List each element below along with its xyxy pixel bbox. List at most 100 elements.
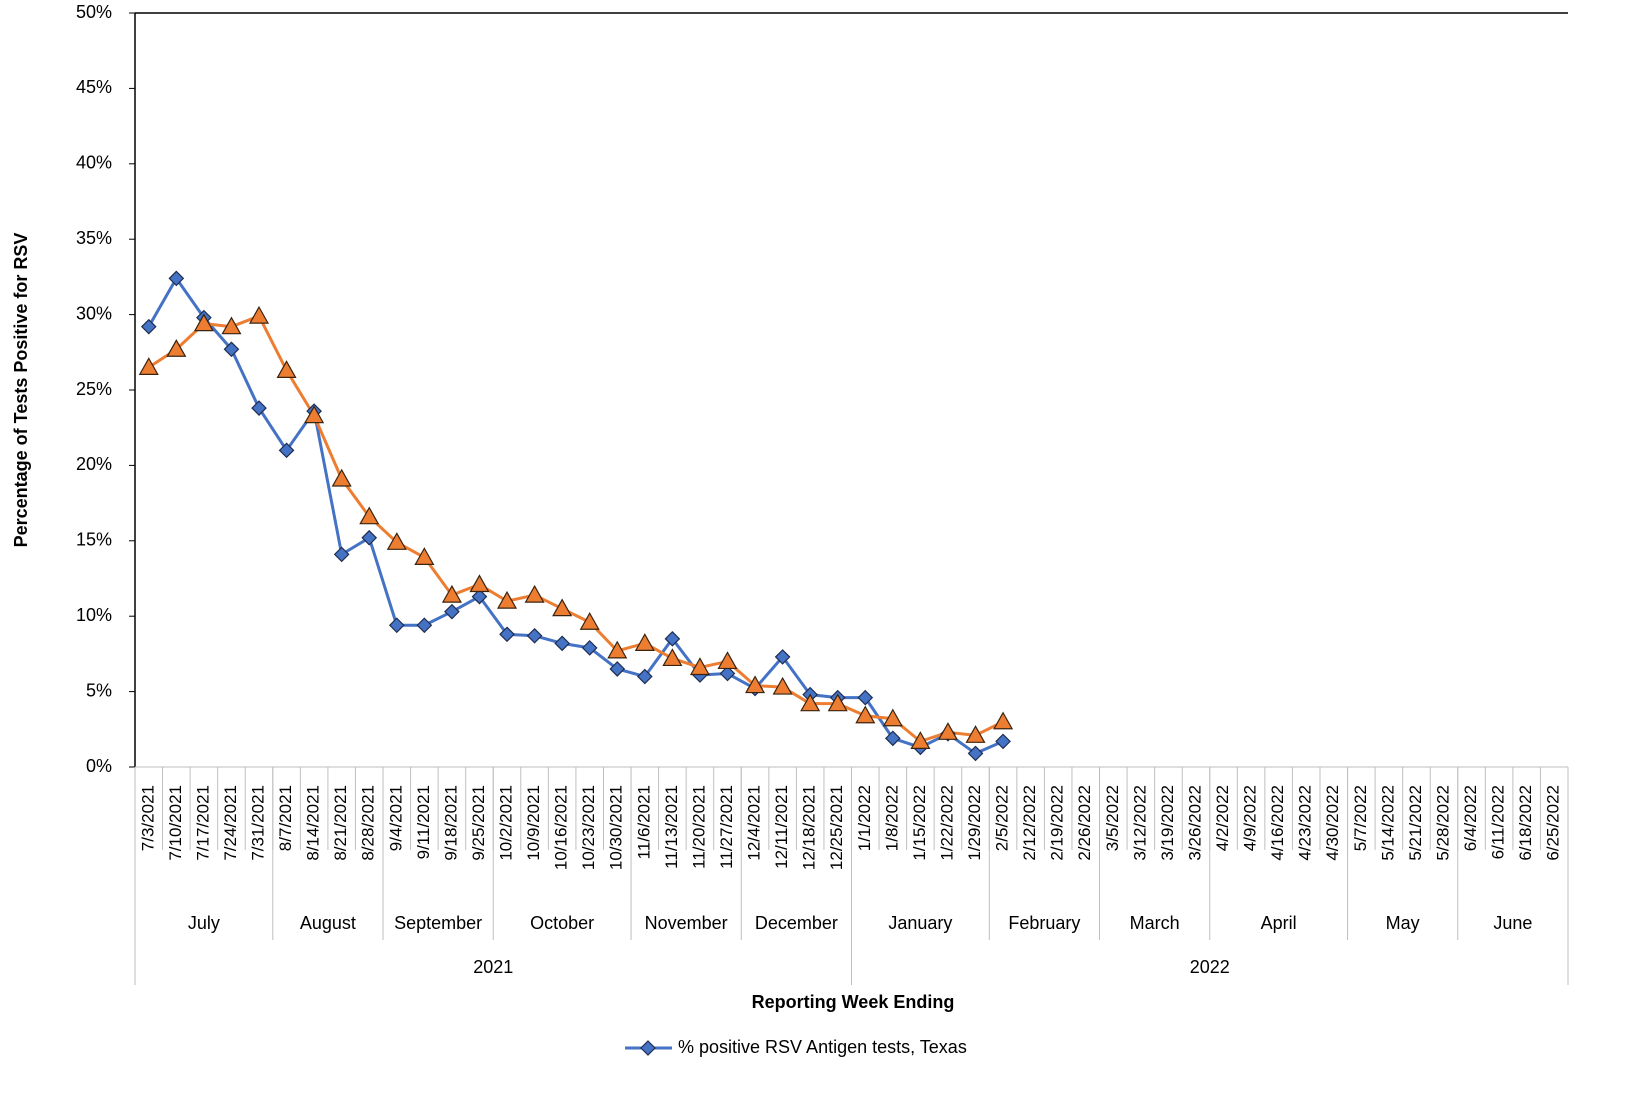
- y-tick-label: 40%: [76, 153, 112, 173]
- data-point: [471, 588, 488, 605]
- x-tick-label: 12/4/2021: [745, 785, 764, 861]
- data-point: [827, 693, 848, 712]
- year-label: 2021: [473, 957, 513, 977]
- x-tick-label: 11/20/2021: [689, 785, 708, 869]
- data-point: [717, 651, 738, 670]
- x-tick-label: 9/18/2021: [441, 785, 460, 861]
- x-axis-title: Reporting Week Ending: [752, 992, 955, 1012]
- data-point: [251, 400, 267, 416]
- data-point: [414, 547, 435, 565]
- data-point: [138, 357, 159, 375]
- x-tick-label: 10/16/2021: [552, 785, 571, 870]
- month-label: November: [645, 913, 728, 933]
- x-tick-label: 8/14/2021: [304, 785, 323, 861]
- data-point: [774, 649, 791, 665]
- year-label: 2022: [1190, 957, 1230, 977]
- data-point: [386, 532, 407, 550]
- data-point: [719, 665, 736, 682]
- data-point: [444, 603, 460, 620]
- data-point: [333, 546, 350, 563]
- data-point: [965, 725, 986, 743]
- data-point: [609, 661, 626, 677]
- data-point: [995, 733, 1011, 750]
- x-tick-label: 3/12/2022: [1130, 785, 1149, 861]
- month-label: May: [1386, 913, 1420, 933]
- y-tick-label: 30%: [76, 303, 112, 323]
- data-point: [579, 612, 600, 630]
- month-label: December: [755, 913, 838, 933]
- x-tick-label: 11/13/2021: [662, 785, 681, 869]
- data-point: [193, 313, 214, 332]
- month-label: April: [1261, 913, 1297, 933]
- x-tick-label: 7/3/2021: [138, 785, 157, 851]
- data-point: [278, 442, 295, 459]
- data-point: [331, 468, 352, 487]
- data-point: [168, 270, 185, 287]
- x-tick-label: 7/17/2021: [193, 785, 212, 861]
- month-label: August: [300, 913, 356, 933]
- y-tick-label: 0%: [86, 756, 112, 776]
- data-point: [636, 668, 653, 685]
- data-point: [276, 360, 297, 378]
- month-label: July: [188, 913, 220, 933]
- x-tick-label: 7/10/2021: [166, 785, 185, 861]
- x-tick-label: 12/25/2021: [827, 785, 846, 870]
- y-axis-title: Percentage of Tests Positive for RSV: [11, 233, 31, 548]
- x-tick-label: 3/5/2022: [1103, 785, 1122, 851]
- x-tick-label: 10/30/2021: [607, 785, 626, 870]
- y-tick-label: 35%: [76, 228, 112, 248]
- x-tick-label: 10/2/2021: [497, 785, 516, 861]
- y-tick-label: 50%: [76, 2, 112, 22]
- x-tick-label: 7/24/2021: [221, 785, 240, 861]
- data-point: [967, 745, 984, 762]
- data-point: [166, 339, 187, 357]
- data-point: [469, 574, 490, 593]
- x-tick-label: 6/18/2022: [1516, 785, 1535, 861]
- data-point: [221, 316, 242, 335]
- series-line: [147, 314, 1004, 743]
- data-point: [689, 657, 710, 676]
- data-point: [552, 598, 573, 617]
- month-label: September: [394, 913, 482, 933]
- data-point: [855, 705, 876, 724]
- month-label: October: [530, 913, 594, 933]
- x-tick-label: 5/28/2022: [1433, 785, 1452, 861]
- data-point: [857, 689, 874, 706]
- data-point: [634, 633, 655, 651]
- data-point: [745, 675, 766, 694]
- data-point: [416, 617, 433, 634]
- month-label: March: [1130, 913, 1180, 933]
- legend-label: % positive RSV Antigen tests, Texas: [678, 1037, 967, 1057]
- x-tick-label: 2/5/2022: [993, 785, 1012, 851]
- data-point: [993, 711, 1014, 730]
- x-tick-label: 8/28/2021: [359, 785, 378, 861]
- x-tick-label: 5/14/2022: [1378, 785, 1397, 861]
- x-tick-label: 10/23/2021: [579, 785, 598, 870]
- x-tick-label: 4/2/2022: [1213, 785, 1232, 851]
- x-tick-label: 9/11/2021: [414, 785, 433, 859]
- x-tick-label: 4/16/2022: [1268, 785, 1287, 861]
- data-point: [388, 617, 405, 634]
- data-point: [248, 305, 270, 324]
- data-point: [304, 405, 325, 424]
- x-tick-label: 1/8/2022: [882, 785, 901, 851]
- x-tick-label: 10/9/2021: [524, 785, 543, 861]
- x-tick-label: 6/11/2022: [1489, 785, 1508, 859]
- data-point: [662, 648, 683, 667]
- data-point: [140, 318, 157, 335]
- x-tick-label: 11/27/2021: [717, 785, 736, 869]
- data-point: [499, 626, 515, 643]
- x-tick-label: 5/21/2022: [1406, 785, 1425, 861]
- data-point: [607, 640, 628, 659]
- x-tick-label: 8/21/2021: [331, 785, 350, 861]
- x-tick-label: 6/25/2022: [1544, 785, 1563, 861]
- x-tick-label: 2/26/2022: [1075, 785, 1094, 861]
- x-tick-label: 9/4/2021: [386, 785, 405, 851]
- x-tick-label: 11/6/2021: [634, 785, 653, 859]
- x-tick-label: 1/15/2022: [910, 785, 929, 861]
- y-tick-label: 45%: [76, 77, 112, 97]
- month-label: February: [1008, 913, 1080, 933]
- x-tick-label: 3/19/2022: [1158, 785, 1177, 861]
- legend-marker: [640, 1040, 656, 1056]
